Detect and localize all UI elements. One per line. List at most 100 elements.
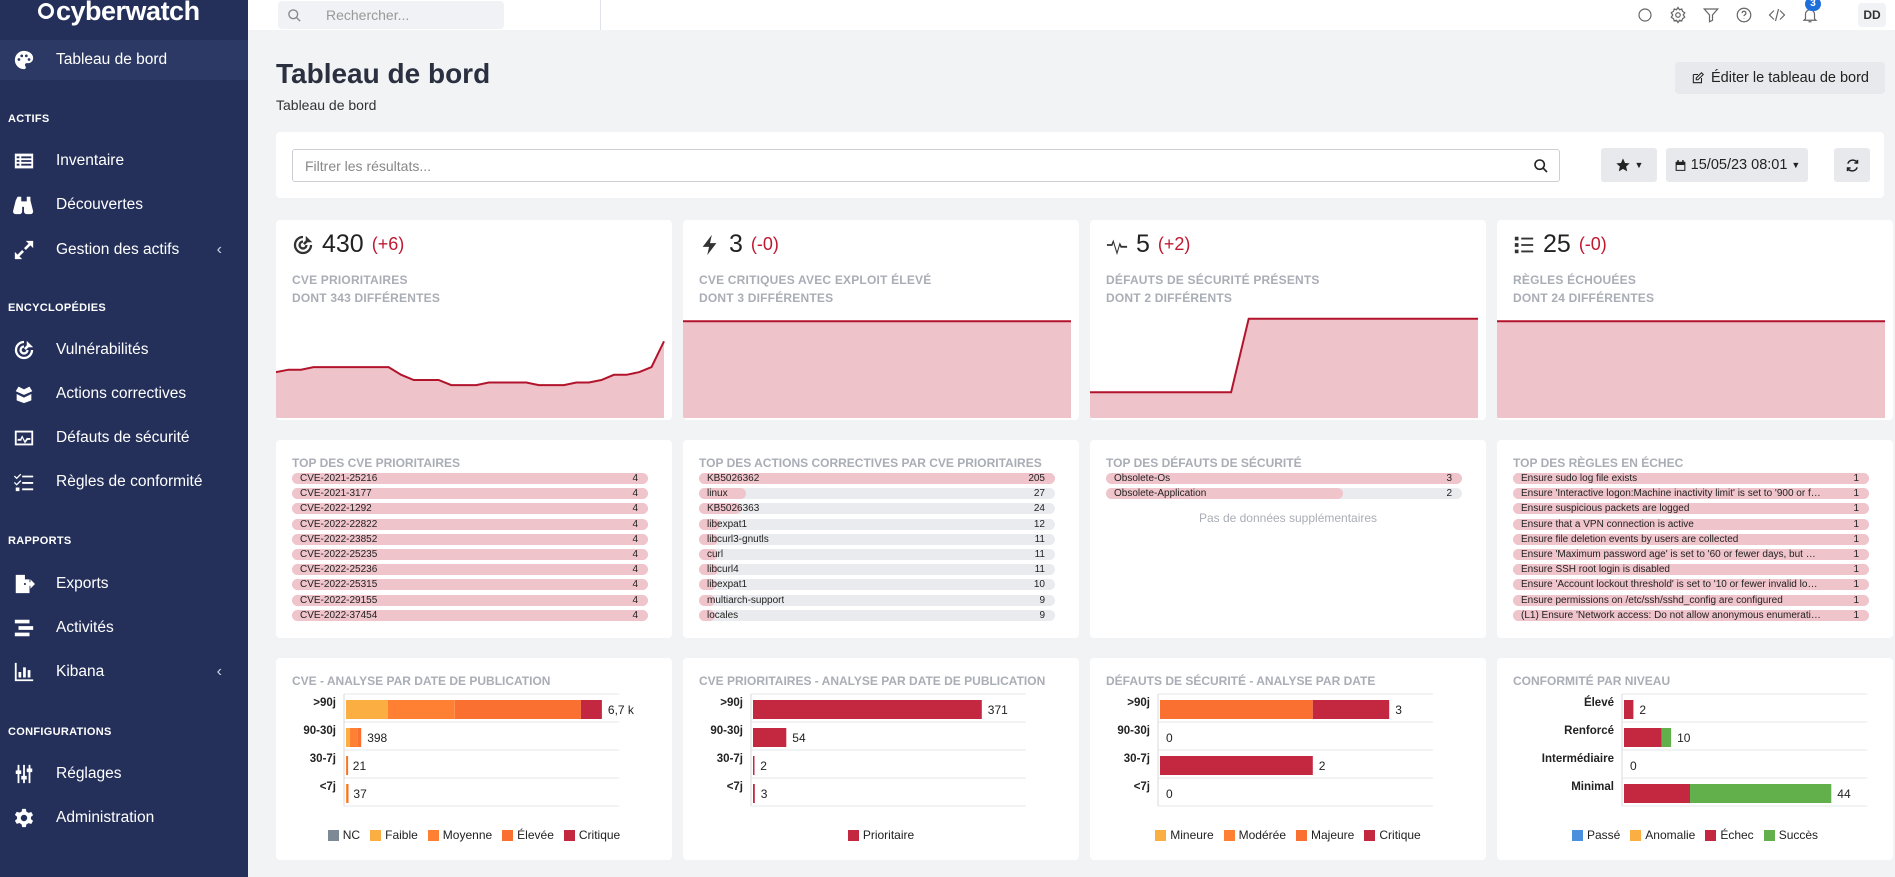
legend-item[interactable]: Échec [1705,828,1754,842]
bar-segment[interactable] [346,728,350,747]
bar-segment[interactable] [388,700,455,719]
bar-segment[interactable] [1624,700,1634,719]
item-bar-track [699,518,1055,530]
list-item[interactable]: CVE-2021-3177 4 [292,486,648,501]
favorites-button[interactable]: ▼ [1601,148,1657,182]
bar-segment[interactable] [1624,784,1690,803]
user-avatar[interactable]: DD [1858,3,1886,27]
code-icon[interactable] [1768,6,1786,24]
list-item[interactable]: Obsolete-Application 2 [1106,486,1462,501]
bar-segment[interactable] [347,784,349,803]
list-item[interactable]: CVE-2022-23852 4 [292,532,648,547]
legend-item[interactable]: Élevée [502,828,554,842]
circle-icon[interactable] [1636,6,1654,24]
list-item[interactable]: Ensure suspicious packets are logged 1 [1513,501,1869,516]
bar-segment[interactable] [1312,700,1390,719]
sidebar-item-actions[interactable]: Actions correctives [0,374,248,414]
kpi-panel[interactable]: 3 (-0) CVE critiques avec exploit élevé don… [683,220,1079,420]
binoculars-icon [12,193,36,217]
legend-item[interactable]: Mineure [1155,828,1214,842]
list-item[interactable]: KB5026363 24 [699,501,1055,516]
kpi-panel[interactable]: 25 (-0) Règles échouées dont 24 différentes [1497,220,1893,420]
list-item[interactable]: Ensure that a VPN connection is active 1 [1513,517,1869,532]
list-item[interactable]: CVE-2022-37454 4 [292,608,648,623]
list-item[interactable]: Ensure 'Maximum password age' is set to … [1513,547,1869,562]
list-item[interactable]: CVE-2022-1292 4 [292,501,648,516]
sidebar-item-defauts[interactable]: Défauts de sécurité [0,418,248,458]
global-search-input[interactable]: Rechercher... [278,1,504,29]
sidebar-item-exports[interactable]: Exports [0,564,248,604]
legend-item[interactable]: Faible [370,828,418,842]
list-item[interactable]: CVE-2022-25235 4 [292,547,648,562]
list-item[interactable]: curl 11 [699,547,1055,562]
bar-segment[interactable] [454,700,581,719]
list-item[interactable]: multiarch-support 9 [699,593,1055,608]
sidebar-item-administration[interactable]: Administration [0,798,248,838]
sidebar-item-decouvertes[interactable]: Découvertes [0,185,248,225]
list-item[interactable]: libcurl3-gnutls 11 [699,532,1055,547]
list-item[interactable]: Ensure file deletion events by users are… [1513,532,1869,547]
legend-item[interactable]: Critique [1364,828,1421,842]
sidebar-item-reglages[interactable]: Réglages [0,754,248,794]
legend-item[interactable]: Succès [1763,828,1818,842]
list-item[interactable]: CVE-2021-25216 4 [292,471,648,486]
list-item[interactable]: Ensure 'Account lockout threshold' is se… [1513,577,1869,592]
bar-segment[interactable] [1160,756,1313,775]
legend-item[interactable]: Passé [1571,828,1620,842]
legend-item[interactable]: Moyenne [427,828,492,842]
bar-segment[interactable] [357,728,362,747]
list-item[interactable]: CVE-2022-25315 4 [292,577,648,592]
list-item[interactable]: Obsolete-Os 3 [1106,471,1462,486]
list-item[interactable]: linux 27 [699,486,1055,501]
sidebar-item-vulnerabilites[interactable]: Vulnérabilités [0,330,248,370]
gear-icon[interactable] [1669,6,1687,24]
list-item[interactable]: locales 9 [699,608,1055,623]
sidebar-item-kibana[interactable]: Kibana ‹ [0,652,248,692]
bar-segment[interactable] [1624,728,1662,747]
legend-item[interactable]: Majeure [1296,828,1354,842]
legend-item[interactable]: Prioritaire [847,828,914,842]
date-select[interactable]: 15/05/23 08:01 ▼ [1666,148,1808,182]
legend-item[interactable]: NC [327,828,360,842]
list-item[interactable]: Ensure 'Interactive logon:Machine inacti… [1513,486,1869,501]
help-icon[interactable] [1735,6,1753,24]
legend-item[interactable]: Critique [563,828,620,842]
list-item[interactable]: Ensure SSH root login is disabled 1 [1513,562,1869,577]
bar-segment[interactable] [346,756,349,775]
list-item[interactable]: Ensure permissions on /etc/ssh/sshd_conf… [1513,593,1869,608]
bar-segment[interactable] [1690,784,1832,803]
filter-icon[interactable] [1702,6,1720,24]
list-item[interactable]: CVE-2022-22822 4 [292,517,648,532]
search-icon[interactable] [1533,158,1549,174]
list-item[interactable]: libcurl4 11 [699,562,1055,577]
bar-segment[interactable] [753,728,787,747]
list-item[interactable]: libexpat1 10 [699,577,1055,592]
list-item[interactable]: Ensure sudo log file exists 1 [1513,471,1869,486]
edit-dashboard-button[interactable]: Éditer le tableau de bord [1675,62,1885,94]
list-item[interactable]: KB5026362 205 [699,471,1055,486]
refresh-button[interactable] [1834,148,1870,182]
sidebar-item-inventaire[interactable]: Inventaire [0,141,248,181]
legend-item[interactable]: Modérée [1223,828,1286,842]
bar-segment[interactable] [349,728,358,747]
bar-segment[interactable] [346,700,388,719]
bar-segment[interactable] [1661,728,1672,747]
bar-segment[interactable] [753,700,982,719]
list-item[interactable]: CVE-2022-29155 4 [292,593,648,608]
bar-segment[interactable] [753,756,755,775]
sidebar-item-gestion[interactable]: Gestion des actifs ‹ [0,230,248,270]
sidebar-item-activites[interactable]: Activités [0,608,248,648]
filter-input[interactable]: Filtrer les résultats... [292,149,1560,182]
kpi-panel[interactable]: 430 (+6) CVE prioritaires dont 343 différen… [276,220,672,420]
sidebar-item-dashboard[interactable]: Tableau de bord [0,40,248,80]
list-item[interactable]: CVE-2022-25236 4 [292,562,648,577]
list-item[interactable]: (L1) Ensure 'Network access: Do not allo… [1513,608,1869,623]
bar-segment[interactable] [753,784,755,803]
legend-item[interactable]: Anomalie [1630,828,1695,842]
sidebar-item-regles[interactable]: Règles de conformité [0,462,248,502]
cyberwatch-logo[interactable]: cyberwatch [38,0,200,27]
bar-segment[interactable] [580,700,602,719]
kpi-panel[interactable]: 5 (+2) Défauts de sécurité présents dont 2 … [1090,220,1486,420]
list-item[interactable]: libexpat1 12 [699,517,1055,532]
bar-segment[interactable] [1160,700,1313,719]
